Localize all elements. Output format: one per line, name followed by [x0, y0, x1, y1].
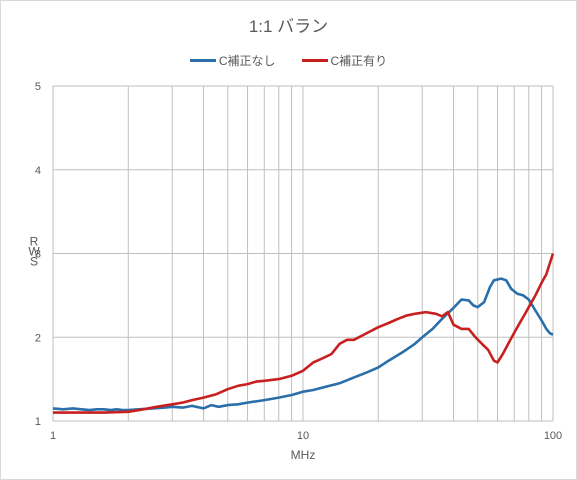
legend-item-series-1: C補正なし [189, 52, 276, 69]
x-axis-title: MHz [291, 448, 316, 462]
legend-swatch-series-1 [189, 59, 216, 62]
y-tick-label: 3 [35, 249, 41, 261]
legend: C補正なし C補正有り [0, 52, 577, 69]
y-tick-label: 2 [35, 332, 41, 344]
y-tick-label: 4 [35, 165, 41, 177]
series-line-2 [53, 253, 555, 414]
series-line-1 [52, 277, 554, 412]
y-tick-label: 1 [35, 416, 41, 428]
legend-swatch-series-2 [301, 59, 328, 62]
legend-item-series-2: C補正有り [301, 52, 388, 69]
y-tick-label: 5 [35, 81, 41, 93]
x-tick-label: 10 [297, 430, 309, 442]
legend-label-series-2: C補正有り [330, 54, 388, 68]
legend-label-series-1: C補正なし [218, 54, 276, 68]
x-tick-label: 100 [544, 430, 562, 442]
chart-title: 1:1 バラン [248, 17, 329, 36]
x-tick-label: 1 [50, 430, 56, 442]
